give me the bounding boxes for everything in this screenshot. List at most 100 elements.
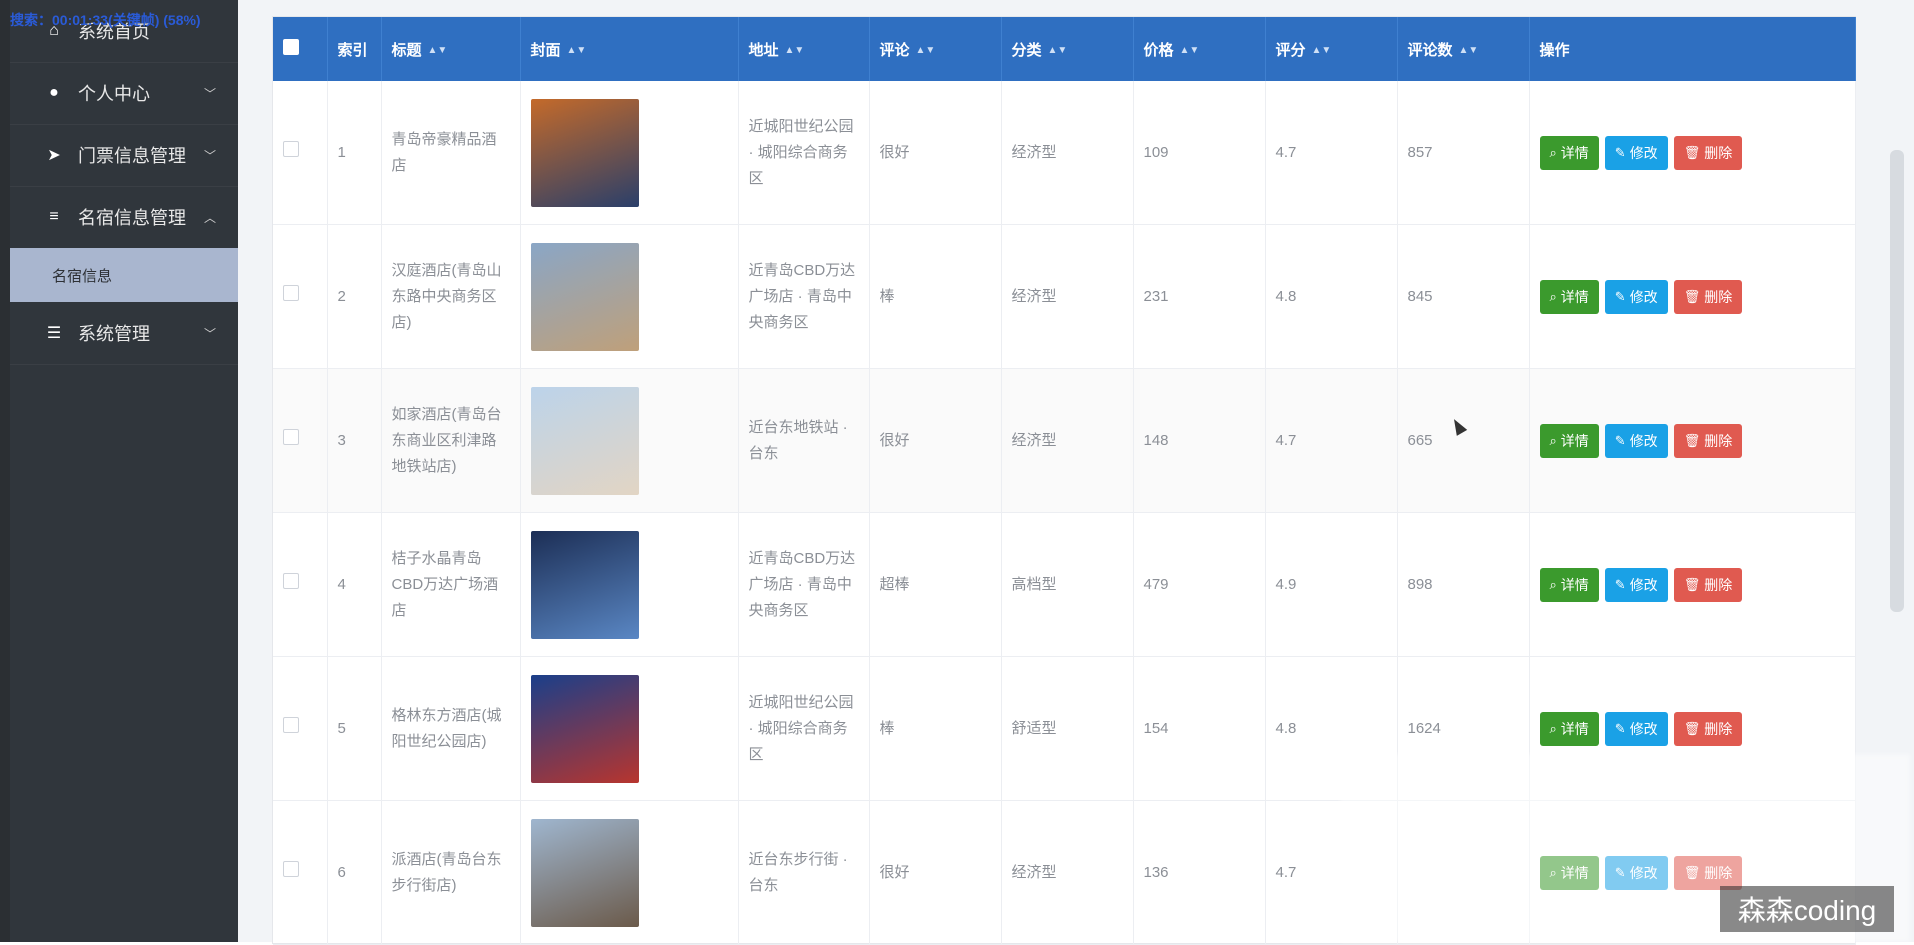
delete-button[interactable]: 🗑 删除 [1673, 423, 1743, 458]
edit-button[interactable]: ✎ 修改 [1604, 135, 1668, 170]
edit-button[interactable]: ✎ 修改 [1604, 423, 1668, 458]
sidebar-subitem-homestay-info[interactable]: 名宿信息 [10, 248, 238, 302]
sort-icon[interactable]: ▲▼ [566, 45, 587, 57]
scrollbar-thumb[interactable] [1890, 150, 1904, 612]
chevron-down-icon: ﹀ [203, 148, 216, 163]
sort-icon[interactable]: ▲▼ [1458, 45, 1479, 57]
sort-icon[interactable]: ▲▼ [1047, 45, 1068, 57]
sidebar-item-home[interactable]: ⌂ 系统首页 [10, 0, 238, 63]
header-cover[interactable]: 封面 ▲▼ [520, 17, 739, 81]
delete-button[interactable]: 🗑 删除 [1673, 855, 1743, 890]
delete-button[interactable]: 🗑 删除 [1673, 567, 1743, 602]
cell-price: 109 [1133, 81, 1266, 225]
send-icon: ➤ [47, 147, 61, 164]
sidebar-item-label: 名宿信息管理 [78, 208, 186, 228]
row-checkbox-cell[interactable] [273, 656, 328, 801]
cover-image[interactable] [530, 242, 639, 351]
header-score[interactable]: 评分 ▲▼ [1265, 17, 1398, 81]
header-title[interactable]: 标题 ▲▼ [381, 17, 521, 81]
edit-icon: ✎ [1614, 864, 1626, 880]
recording-overlay: 搜索：00:01:33(关键帧) (58%) [10, 12, 201, 28]
header-label: 评论 [879, 41, 910, 59]
row-checkbox-cell[interactable] [273, 81, 328, 225]
select-all-checkbox[interactable] [283, 39, 299, 55]
delete-label: 删除 [1704, 144, 1733, 161]
sidebar-item-label: 系统首页 [78, 22, 150, 42]
delete-button[interactable]: 🗑 删除 [1673, 279, 1743, 314]
cell-review: 很好 [869, 800, 1002, 945]
delete-button[interactable]: 🗑 删除 [1673, 135, 1743, 170]
cover-image[interactable] [530, 674, 639, 783]
cell-category: 经济型 [1001, 81, 1134, 225]
sort-icon[interactable]: ▲▼ [1179, 45, 1200, 57]
row-checkbox[interactable] [283, 860, 299, 877]
sidebar-item-homestay[interactable]: ≡ 名宿信息管理 ︿ [10, 186, 238, 249]
detail-button[interactable]: ⌕ 详情 [1539, 135, 1599, 170]
sidebar-item-tickets[interactable]: ➤ 门票信息管理 ﹀ [10, 124, 238, 187]
trash-icon: 🗑 [1683, 720, 1701, 736]
detail-button[interactable]: ⌕ 详情 [1539, 279, 1599, 314]
cover-image[interactable] [530, 818, 639, 927]
edit-label: 修改 [1629, 720, 1658, 737]
sort-icon[interactable]: ▲▼ [915, 45, 936, 57]
cell-ops: ⌕ 详情 ✎ 修改 🗑 删除 [1529, 368, 1856, 513]
header-review-count[interactable]: 评论数 ▲▼ [1397, 17, 1530, 81]
cell-address: 近城阳世纪公园 · 城阳综合商务区 [738, 81, 870, 225]
sidebar-item-label: 系统管理 [78, 324, 150, 344]
row-checkbox-cell[interactable] [273, 512, 328, 657]
window-edge [0, 0, 10, 942]
row-checkbox[interactable] [283, 572, 299, 589]
home-icon: ⌂ [49, 22, 59, 39]
cell-price: 136 [1133, 800, 1266, 945]
detail-button[interactable]: ⌕ 详情 [1539, 711, 1599, 746]
header-label: 评论数 [1407, 41, 1453, 59]
cell-title: 如家酒店(青岛台东商业区利津路地铁站店) [381, 368, 521, 513]
search-icon: ⌕ [1549, 864, 1557, 880]
row-checkbox[interactable] [283, 140, 299, 157]
cell-category: 高档型 [1001, 512, 1134, 657]
cell-index: 5 [327, 656, 382, 801]
row-checkbox[interactable] [283, 428, 299, 445]
edit-button[interactable]: ✎ 修改 [1604, 567, 1668, 602]
cell-review-count: 857 [1397, 81, 1530, 225]
header-review[interactable]: 评论 ▲▼ [869, 17, 1002, 81]
header-category[interactable]: 分类 ▲▼ [1001, 17, 1134, 81]
cell-review-count: 845 [1397, 224, 1530, 369]
cell-score: 4.7 [1265, 368, 1398, 513]
detail-button[interactable]: ⌕ 详情 [1539, 423, 1599, 458]
row-checkbox-cell[interactable] [273, 224, 328, 369]
search-icon: ⌕ [1549, 144, 1557, 160]
row-checkbox-cell[interactable] [273, 800, 328, 945]
sidebar-item-label: 个人中心 [78, 84, 150, 104]
cell-cover [520, 512, 739, 657]
detail-button[interactable]: ⌕ 详情 [1539, 855, 1599, 890]
edit-button[interactable]: ✎ 修改 [1604, 855, 1668, 890]
user-icon: ● [49, 84, 59, 101]
edit-button[interactable]: ✎ 修改 [1604, 711, 1668, 746]
sort-icon[interactable]: ▲▼ [427, 45, 448, 57]
select-all-cell[interactable] [273, 17, 328, 81]
cover-image[interactable] [530, 530, 639, 639]
cell-score: 4.7 [1265, 800, 1398, 945]
cell-review: 棒 [869, 224, 1002, 369]
edit-icon: ✎ [1614, 720, 1626, 736]
cover-image[interactable] [530, 386, 639, 495]
header-address[interactable]: 地址 ▲▼ [738, 17, 870, 81]
sidebar-item-personal[interactable]: ● 个人中心 ﹀ [10, 62, 238, 125]
row-checkbox[interactable] [283, 716, 299, 733]
chevron-up-icon: ︿ [203, 210, 216, 225]
delete-button[interactable]: 🗑 删除 [1673, 711, 1743, 746]
sort-icon[interactable]: ▲▼ [784, 45, 805, 57]
row-checkbox[interactable] [283, 284, 299, 301]
cell-category: 经济型 [1001, 368, 1134, 513]
cell-price: 148 [1133, 368, 1266, 513]
cover-image[interactable] [530, 98, 639, 207]
row-checkbox-cell[interactable] [273, 368, 328, 513]
detail-label: 详情 [1560, 144, 1589, 161]
detail-button[interactable]: ⌕ 详情 [1539, 567, 1599, 602]
sort-icon[interactable]: ▲▼ [1311, 45, 1332, 57]
sidebar-item-system[interactable]: ☰ 系统管理 ﹀ [10, 302, 238, 365]
edit-label: 修改 [1629, 144, 1658, 161]
edit-button[interactable]: ✎ 修改 [1604, 279, 1668, 314]
header-price[interactable]: 价格 ▲▼ [1133, 17, 1266, 81]
